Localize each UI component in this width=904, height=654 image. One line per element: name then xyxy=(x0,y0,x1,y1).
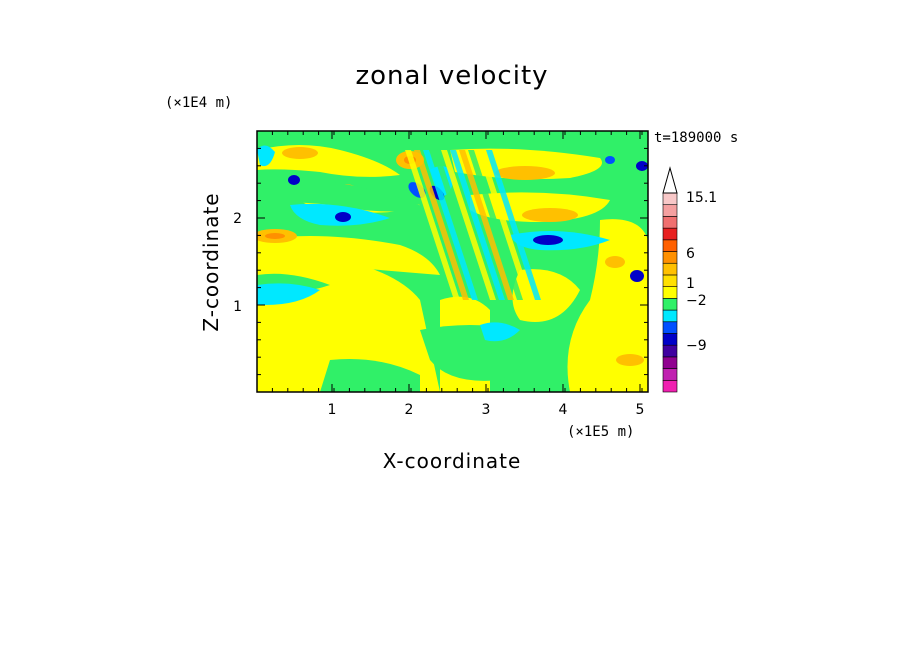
wave-stripe-9 xyxy=(477,150,532,300)
wave-stripe-2 xyxy=(414,150,469,300)
time-label: t=189000 s xyxy=(654,130,738,146)
contour-bands xyxy=(257,145,648,392)
contour-region-13 xyxy=(282,147,318,159)
wave-stripe-8 xyxy=(468,150,523,300)
wave-stripe-4 xyxy=(432,150,487,300)
contour-region-38 xyxy=(605,156,615,164)
colorbar-level-1 xyxy=(662,379,678,393)
wave-stripe-1 xyxy=(405,150,460,300)
y-tick-2: 2 xyxy=(233,211,242,227)
chart-title: zonal velocity xyxy=(355,61,548,91)
colorbar-level-13 xyxy=(662,239,678,252)
colorbar-level-11 xyxy=(662,262,678,276)
contour-field xyxy=(257,131,648,392)
x-tick-1: 1 xyxy=(328,402,337,418)
contour-region-15 xyxy=(495,166,555,180)
wave-stripe-3 xyxy=(423,150,478,300)
contour-region-16 xyxy=(522,208,578,222)
contour-region-3 xyxy=(320,359,420,392)
colorbar-label-minus9: −9 xyxy=(686,338,707,354)
contour-region-31 xyxy=(288,175,300,185)
contour-region-36 xyxy=(630,270,644,282)
x-tick-4: 4 xyxy=(559,402,568,418)
colorbar xyxy=(662,166,678,393)
colorbar-level-5 xyxy=(662,333,678,346)
colorbar-level-6 xyxy=(662,321,678,334)
x-axis-label: X-coordinate xyxy=(383,449,522,473)
wave-stripe-10 xyxy=(486,150,541,300)
contour-region-20 xyxy=(265,233,285,239)
colorbar-level-14 xyxy=(662,227,678,241)
colorbar-level-8 xyxy=(662,298,678,311)
x-tick-2: 2 xyxy=(405,402,414,418)
contour-region-19 xyxy=(616,354,644,366)
contour-region-17 xyxy=(605,256,625,268)
colorbar-level-15 xyxy=(662,216,678,229)
contour-region-22 xyxy=(257,178,430,212)
wave-stripe-7 xyxy=(459,150,514,300)
colorbar-level-12 xyxy=(662,251,678,264)
contour-region-32 xyxy=(335,212,351,222)
colorbar-extend-arrow xyxy=(662,166,678,194)
colorbar-level-17 xyxy=(662,192,678,206)
plot-frame xyxy=(256,130,649,393)
colorbar-level-7 xyxy=(662,309,678,323)
contour-region-37 xyxy=(636,161,648,171)
colorbar-level-9 xyxy=(662,286,678,299)
colorbar-label-1: 1 xyxy=(686,276,695,292)
contour-region-30 xyxy=(480,322,520,342)
contour-region-27 xyxy=(257,283,320,305)
contour-region-9 xyxy=(567,219,648,392)
wave-stripe-5 xyxy=(441,150,496,300)
contour-region-35 xyxy=(533,235,563,245)
colorbar-level-4 xyxy=(662,344,678,358)
colorbar-level-16 xyxy=(662,204,678,217)
wave-stripe-6 xyxy=(450,150,505,300)
y-tick-1: 1 xyxy=(233,299,242,315)
x-tick-3: 3 xyxy=(482,402,491,418)
colorbar-label-15.1: 15.1 xyxy=(686,190,717,206)
colorbar-label-minus2: −2 xyxy=(686,293,707,309)
colorbar-label-6: 6 xyxy=(686,246,695,262)
colorbar-level-3 xyxy=(662,356,678,369)
colorbar-level-10 xyxy=(662,274,678,287)
contour-region-26 xyxy=(257,145,275,167)
x-scale-label: (×1E5 m) xyxy=(567,424,634,440)
x-tick-5: 5 xyxy=(636,402,645,418)
y-scale-label: (×1E4 m) xyxy=(165,95,232,111)
colorbar-level-2 xyxy=(662,368,678,381)
axis-ticks xyxy=(257,130,648,392)
contour-region-4 xyxy=(257,236,440,275)
contour-region-2 xyxy=(257,296,410,367)
y-axis-label: Z-coordinate xyxy=(199,192,223,331)
